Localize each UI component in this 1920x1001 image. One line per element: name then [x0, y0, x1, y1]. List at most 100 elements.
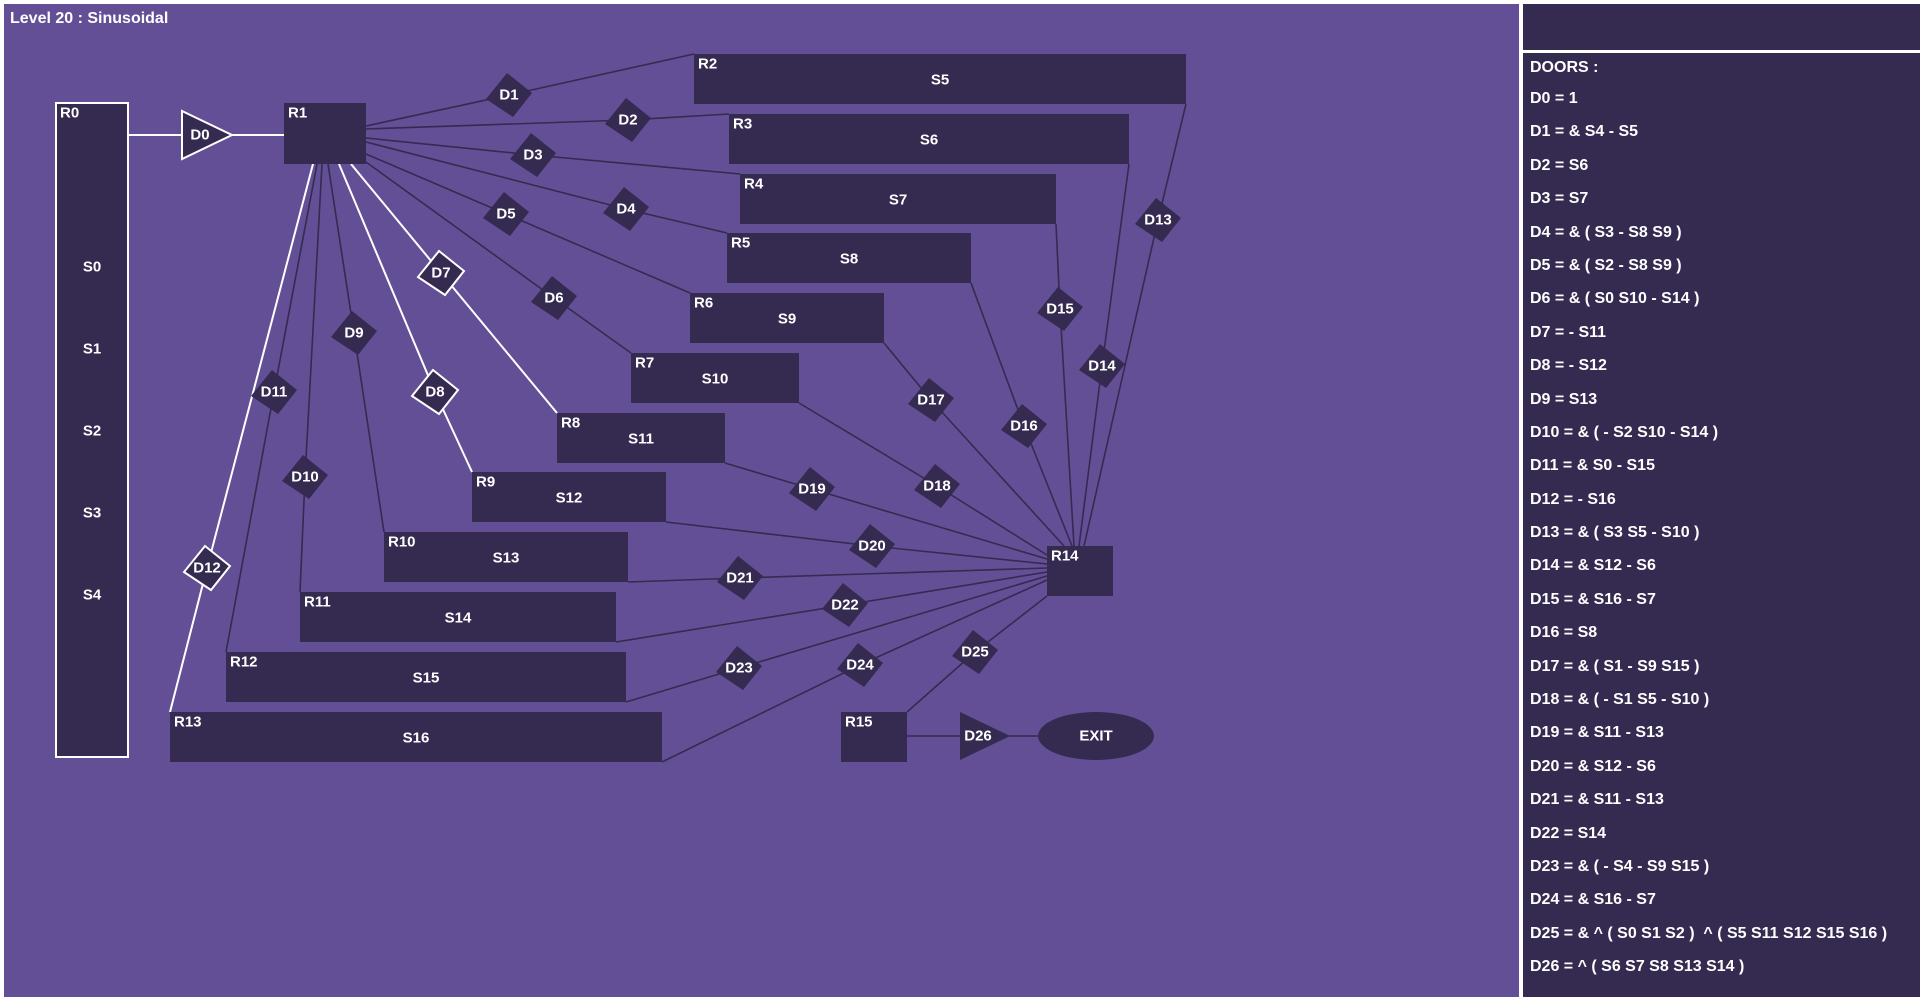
switch-s13: S13 — [493, 550, 520, 567]
door-d1[interactable]: D1 — [486, 73, 532, 117]
door-d3[interactable]: D3 — [510, 133, 556, 177]
room-r10[interactable]: R10 S13 — [384, 532, 628, 582]
door-condition-d13: D13 = & ( S3 S5 - S10 ) — [1530, 524, 1700, 542]
room-r9[interactable]: R9 S12 — [472, 472, 666, 522]
exit-ellipse — [1038, 712, 1154, 760]
door-condition-d16: D16 = S8 — [1530, 624, 1598, 642]
room-r0[interactable]: R0 S0 S1 S2 S3 S4 — [55, 102, 129, 758]
corridor-r9-d20 — [665, 521, 873, 547]
door-label: D8 — [425, 384, 444, 401]
door-condition-d5: D5 = & ( S2 - S8 S9 ) — [1530, 256, 1682, 274]
door-shape — [531, 276, 577, 320]
door-d2[interactable]: D2 — [605, 98, 651, 142]
room-label: R13 — [174, 714, 202, 731]
door-condition-d9: D9 = S13 — [1530, 390, 1598, 408]
door-d26[interactable]: D26 — [960, 712, 1010, 760]
room-box — [384, 532, 628, 582]
door-d24[interactable]: D24 — [837, 643, 883, 687]
door-condition-d3: D3 = S7 — [1530, 190, 1589, 208]
corridor-r1-d10 — [304, 163, 323, 478]
corridor-d17-r14 — [930, 399, 1065, 547]
level-title: Level 20 : Sinusoidal — [10, 10, 169, 27]
door-d11[interactable]: D11 — [251, 370, 297, 414]
door-d12[interactable]: D12 — [182, 544, 232, 592]
room-r4[interactable]: R4 S7 — [740, 174, 1056, 224]
door-condition-d10: D10 = & ( - S2 S10 - S14 ) — [1530, 423, 1719, 441]
door-d18[interactable]: D18 — [914, 464, 960, 508]
door-d6[interactable]: D6 — [531, 276, 577, 320]
door-condition-d2: D2 = S6 — [1530, 156, 1589, 174]
door-d13[interactable]: D13 — [1135, 198, 1181, 242]
door-d9[interactable]: D9 — [331, 311, 377, 355]
room-label: R9 — [476, 474, 495, 491]
room-box — [690, 293, 884, 343]
room-box — [284, 103, 366, 164]
room-r14[interactable]: R14 — [1047, 546, 1113, 596]
room-r12[interactable]: R12 S15 — [226, 652, 626, 702]
room-box — [740, 174, 1056, 224]
corridor-d23-r14 — [738, 575, 1048, 669]
corridor-d7-r8 — [440, 272, 558, 414]
door-shape — [789, 467, 835, 511]
door-d7[interactable]: D7 — [416, 249, 466, 297]
door-shape — [1001, 404, 1047, 448]
switch-s2: S2 — [83, 423, 101, 440]
room-label: R4 — [744, 176, 764, 193]
door-d16[interactable]: D16 — [1001, 404, 1047, 448]
room-r8[interactable]: R8 S11 — [557, 413, 725, 463]
door-d14[interactable]: D14 — [1079, 344, 1125, 388]
door-d22[interactable]: D22 — [822, 583, 868, 627]
room-r15[interactable]: R15 — [841, 712, 907, 762]
door-condition-d8: D8 = - S12 — [1530, 357, 1607, 375]
room-box — [170, 712, 662, 762]
door-label: D0 — [190, 127, 209, 144]
corridor-r1-d11 — [273, 163, 318, 393]
door-d23[interactable]: D23 — [716, 646, 762, 690]
level-canvas: R0 S0 S1 S2 S3 S4 R1 R2 S5 R3 S6 R4 S7 R5 S8 R6 S9 R7 S10 R… — [4, 4, 1519, 997]
door-d10[interactable]: D10 — [282, 455, 328, 499]
corridor-d9-r10 — [353, 332, 385, 533]
room-r3[interactable]: R3 S6 — [729, 114, 1129, 164]
room-r6[interactable]: R6 S9 — [690, 293, 884, 343]
room-r2[interactable]: R2 S5 — [694, 54, 1186, 104]
corridor-d18-r14 — [936, 485, 1048, 556]
door-shape — [1037, 287, 1083, 331]
door-d0[interactable]: D0 — [181, 109, 235, 161]
room-box — [841, 712, 907, 762]
door-d8[interactable]: D8 — [410, 368, 460, 416]
door-d20[interactable]: D20 — [849, 524, 895, 568]
room-r1[interactable]: R1 — [284, 103, 366, 164]
door-shape — [410, 368, 460, 416]
room-label: R6 — [694, 295, 713, 312]
door-d15[interactable]: D15 — [1037, 287, 1083, 331]
corridor-r1-d4 — [365, 141, 627, 210]
room-label: R3 — [733, 116, 752, 133]
room-label: R15 — [845, 714, 873, 731]
room-r5[interactable]: R5 S8 — [727, 233, 971, 283]
door-d5[interactable]: D5 — [483, 192, 529, 236]
door-d21[interactable]: D21 — [717, 556, 763, 600]
switch-s12: S12 — [556, 490, 583, 507]
door-label: D3 — [523, 147, 542, 164]
room-r7[interactable]: R7 S10 — [631, 353, 799, 403]
door-d17[interactable]: D17 — [908, 378, 954, 422]
door-condition-d23: D23 = & ( - S4 - S9 S15 ) — [1530, 857, 1710, 875]
door-condition-d14: D14 = & S12 - S6 — [1530, 557, 1656, 575]
switch-s0: S0 — [83, 259, 101, 276]
switch-s1: S1 — [83, 341, 101, 358]
corridor-d24-r14 — [859, 579, 1048, 666]
door-d4[interactable]: D4 — [603, 187, 649, 231]
room-r13[interactable]: R13 S16 — [170, 712, 662, 762]
room-box — [694, 54, 1186, 104]
door-label: D1 — [499, 87, 518, 104]
room-r11[interactable]: R11 S14 — [300, 592, 616, 642]
door-condition-d7: D7 = - S11 — [1530, 323, 1607, 341]
door-label: D16 — [1010, 418, 1038, 435]
exit-node[interactable]: EXIT — [1038, 712, 1154, 760]
corridor-r1-d8 — [338, 163, 436, 393]
door-d19[interactable]: D19 — [789, 467, 835, 511]
corridor-d20-r14 — [871, 545, 1048, 565]
door-d25[interactable]: D25 — [952, 630, 998, 674]
switch-s4: S4 — [83, 587, 102, 604]
door-condition-list: D0 = 1 D1 = & S4 - S5 D2 = S6 D3 = S7 D4 = &… — [1530, 89, 1887, 991]
